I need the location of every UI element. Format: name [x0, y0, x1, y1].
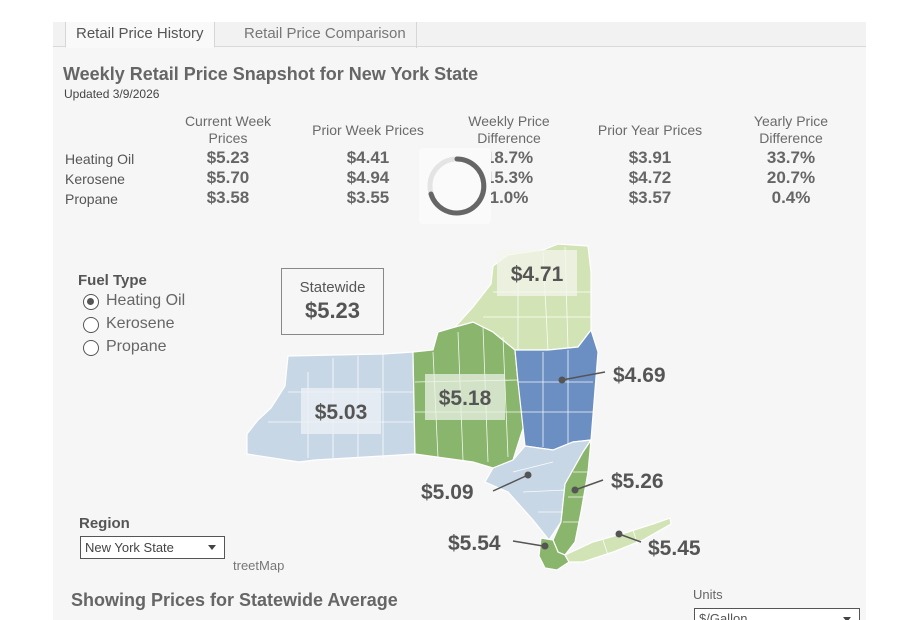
chevron-down-icon	[843, 617, 851, 620]
table-cell: $4.41	[346, 148, 390, 167]
label-box	[425, 374, 505, 420]
table-cell: 1.0%	[489, 188, 529, 207]
table-cell: 0.4%	[771, 188, 811, 207]
statewide-label: Statewide	[299, 279, 366, 296]
price-label-central: $5.18	[439, 387, 492, 410]
table-cell: 33.7%	[766, 148, 816, 167]
fuel-type-title: Fuel Type	[78, 272, 147, 289]
row-label-propane: Propane	[65, 191, 118, 207]
table-cell: $4.72	[628, 168, 672, 187]
statewide-value: $5.23	[304, 298, 361, 323]
price-label-nyc: $5.54	[448, 532, 501, 555]
radio-checked-icon[interactable]	[83, 294, 99, 310]
price-label-long-island: $5.45	[648, 537, 701, 560]
units-dropdown[interactable]: $/Gallon	[694, 608, 860, 620]
region-dropdown[interactable]: New York State	[80, 536, 225, 559]
row-label-heating-oil: Heating Oil	[65, 151, 135, 167]
col-prior-week: Prior Week Prices	[312, 122, 424, 138]
loading-spinner	[419, 148, 491, 224]
row-label-kerosene: Kerosene	[65, 171, 125, 187]
table-cell: $3.55	[346, 188, 390, 207]
ny-region-map: $4.71 $5.03 $5.18 $4.69 $5.09 $5.26 $5.5…	[246, 243, 701, 571]
price-label-hudson-valley-east: $5.26	[611, 470, 664, 493]
col-weekly-difference: Weekly Price Difference	[468, 113, 550, 146]
tab-retail-price-history[interactable]: Retail Price History	[65, 22, 215, 48]
table-cell: $5.70	[206, 168, 250, 187]
chevron-down-icon	[208, 545, 216, 550]
price-label-capital: $4.69	[613, 364, 666, 387]
label-box	[301, 388, 381, 434]
label-box	[497, 250, 577, 296]
col-prior-year: Prior Year Prices	[597, 122, 703, 138]
col-current-week: Current Week Prices	[184, 113, 272, 146]
table-cell: $3.91	[628, 148, 672, 167]
table-cell: 15.3%	[484, 168, 534, 187]
table-cell: 18.7%	[484, 148, 534, 167]
showing-title: Showing Prices for Statewide Average	[71, 590, 398, 610]
tab-retail-price-comparison[interactable]: Retail Price Comparison	[234, 22, 417, 48]
price-label-north-country: $4.71	[511, 263, 564, 286]
table-cell: $4.94	[346, 168, 390, 187]
table-cell: $5.23	[206, 148, 250, 167]
region-title: Region	[79, 515, 130, 532]
radio-unchecked-icon[interactable]	[83, 340, 99, 356]
table-cell: $3.58	[206, 188, 250, 207]
radio-unchecked-icon[interactable]	[83, 317, 99, 333]
price-label-western: $5.03	[315, 401, 368, 424]
col-yearly-difference: Yearly Price Difference	[753, 113, 829, 146]
table-cell: $3.57	[628, 188, 672, 207]
spinner-icon	[427, 156, 487, 216]
page-title: Weekly Retail Price Snapshot for New Yor…	[63, 64, 479, 84]
units-label: Units	[693, 587, 723, 602]
tab-bar: Retail Price History Retail Price Compar…	[53, 22, 866, 48]
table-cell: 20.7%	[766, 168, 816, 187]
price-label-hudson-valley-west: $5.09	[421, 481, 474, 504]
map-credit[interactable]: treetMap	[233, 558, 285, 573]
updated-date: Updated 3/9/2026	[64, 87, 160, 101]
statewide-price-box: Statewide $5.23	[281, 268, 384, 335]
dashboard-panel: Retail Price History Retail Price Compar…	[53, 22, 866, 620]
